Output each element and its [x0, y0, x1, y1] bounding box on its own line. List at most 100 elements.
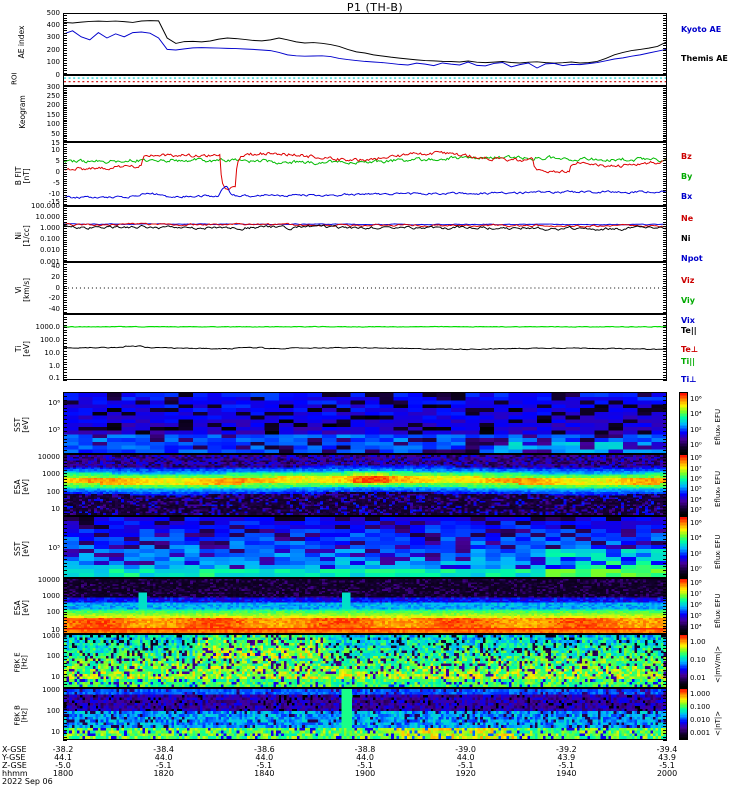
colorbar-segment	[680, 588, 687, 590]
x-tick-value: 1900	[349, 770, 381, 778]
axis-tick	[663, 494, 667, 496]
axis-tick	[663, 35, 667, 37]
axis-tick	[63, 356, 67, 358]
colorbar-segment	[680, 532, 687, 534]
axis-tick	[63, 377, 67, 379]
colorbar-segment	[680, 680, 687, 682]
axis-tick	[663, 117, 667, 119]
colorbar-segment	[680, 497, 687, 499]
colorbar-segment	[680, 414, 687, 416]
axis-tick	[63, 350, 67, 352]
axis-tick	[63, 138, 67, 140]
y-tick-label: 10⁵	[48, 426, 60, 434]
axis-tick	[63, 201, 67, 203]
axis-tick	[63, 237, 67, 239]
colorbar-tick-label: 0.100	[690, 703, 710, 711]
axis-tick	[63, 134, 67, 136]
colorbar-segment	[680, 608, 687, 611]
colorbar-segment	[680, 572, 687, 575]
axis-tick	[663, 219, 667, 221]
axis-tick	[63, 171, 67, 173]
axis-tick	[63, 554, 67, 556]
colorbar-segment	[680, 681, 687, 684]
axis-tick	[63, 230, 67, 232]
axis-tick	[63, 65, 67, 67]
axis-tick	[663, 712, 667, 714]
y-tick-label: 100.000	[31, 202, 60, 210]
axis-tick	[663, 97, 667, 99]
y-tick-label: -10	[49, 190, 60, 198]
colorbar-tick-label: 10⁸	[690, 579, 702, 587]
colorbar-segment	[680, 464, 687, 466]
y-tick-label: 0.1	[49, 374, 60, 382]
axis-tick	[63, 395, 67, 397]
axis-tick	[663, 280, 667, 282]
axis-tick	[663, 348, 667, 350]
colorbar-segment	[680, 721, 687, 723]
axis-tick	[63, 372, 67, 374]
colorbar-segment	[680, 450, 687, 452]
legend-label-ti: Ti||	[681, 357, 695, 366]
colorbar-segment	[680, 571, 687, 573]
colorbar-tick-label: 10³	[690, 506, 702, 514]
colorbar-segment	[680, 461, 687, 463]
colorbar-segment	[680, 707, 687, 710]
axis-tick	[63, 321, 67, 323]
axis-tick	[63, 698, 67, 700]
colorbar-segment	[680, 477, 687, 480]
colorbar-segment	[680, 421, 687, 424]
colorbar-segment	[680, 492, 687, 495]
axis-tick	[63, 415, 67, 417]
colorbar-segment	[680, 397, 687, 400]
axis-tick	[663, 217, 667, 219]
colorbar-segment	[680, 666, 687, 668]
axis-tick	[63, 597, 67, 599]
colorbar-segment	[680, 719, 687, 721]
y-tick-label: 10	[51, 626, 60, 634]
axis-tick	[63, 608, 67, 610]
x-tick-value: -38.2	[47, 746, 79, 754]
panel-fbk-b	[63, 688, 667, 740]
axis-tick	[63, 208, 67, 210]
colorbar-segment	[680, 430, 687, 433]
colorbar-segment	[680, 593, 687, 596]
colorbar-segment	[680, 700, 687, 702]
colorbar-segment	[680, 584, 687, 586]
colorbar-segment	[680, 518, 687, 521]
axis-tick	[63, 523, 67, 525]
y-tick-label: 50	[51, 130, 60, 138]
axis-tick	[663, 178, 667, 180]
x-tick-value: -5.1	[651, 762, 683, 770]
colorbar-segment	[680, 539, 687, 542]
axis-tick	[63, 280, 67, 282]
axis-tick	[63, 203, 67, 205]
axis-tick	[663, 176, 667, 178]
axis-tick	[63, 337, 67, 339]
legend-label-ni: Ni	[681, 234, 690, 243]
axis-tick	[63, 158, 67, 159]
axis-tick	[663, 136, 667, 138]
colorbar-segment	[680, 442, 687, 445]
colorbar-segment	[680, 637, 687, 640]
colorbar-segment	[680, 563, 687, 566]
colorbar-segment	[680, 566, 687, 569]
axis-tick	[63, 329, 67, 331]
axis-tick	[663, 586, 667, 588]
axis-tick	[63, 592, 67, 593]
colorbar-segment	[680, 699, 687, 701]
axis-tick	[663, 726, 667, 728]
panel-ni	[63, 206, 667, 262]
colorbar-tick-label: 0.01	[690, 675, 706, 682]
axis-tick	[63, 20, 67, 22]
axis-tick	[63, 644, 67, 646]
x-tick-value: 1940	[550, 770, 582, 778]
axis-tick	[663, 662, 667, 664]
x-tick-value: 44.0	[450, 754, 482, 762]
axis-tick	[663, 130, 667, 132]
colorbar-segment	[680, 394, 687, 397]
axis-tick	[63, 392, 67, 393]
axis-tick	[63, 403, 67, 405]
date-label: 2022 Sep 06	[2, 778, 53, 786]
axis-tick	[63, 509, 67, 511]
colorbar-segment	[680, 675, 687, 677]
